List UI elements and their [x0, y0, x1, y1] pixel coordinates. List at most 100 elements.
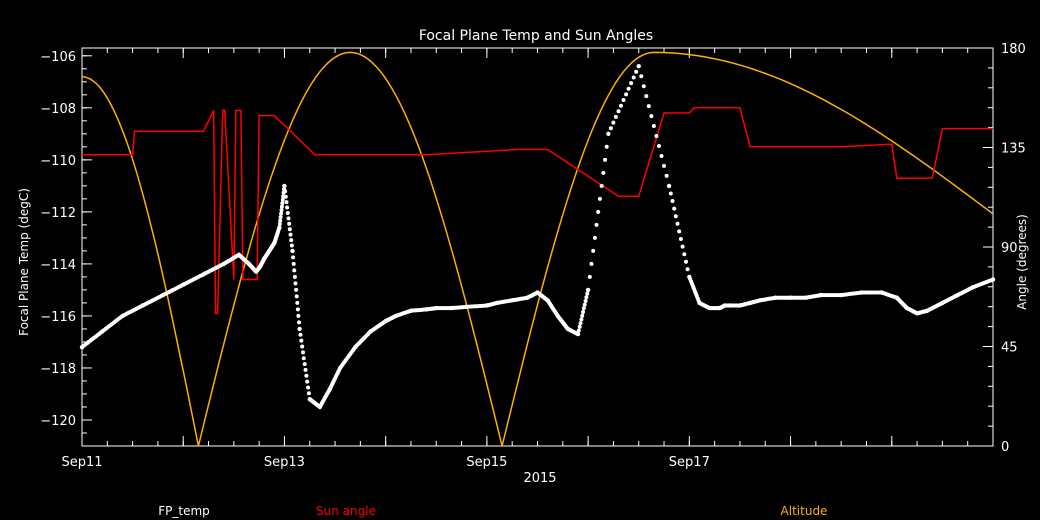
x-tick-label: Sep15: [466, 455, 507, 470]
fp-temp-marker: [291, 261, 296, 266]
fp-temp-point: [606, 131, 611, 136]
fp-temp-marker: [649, 114, 654, 119]
y-left-tick-label: −114: [40, 258, 76, 273]
altitude-series: [81, 51, 994, 447]
y-left-ticks: −120 −118 −116 −114 −112 −110 −108 −106: [40, 50, 92, 447]
x-tick-label: Sep11: [61, 455, 102, 470]
fp-temp-marker: [662, 163, 666, 168]
fp-temp-marker: [608, 126, 613, 131]
fp-temp-marker: [299, 338, 304, 343]
fp-temp-marker: [296, 313, 301, 318]
x-ticks: Sep11 Sep13 Sep15 Sep17: [61, 48, 994, 470]
fp-temp-marker: [278, 215, 283, 220]
y-left-tick-label: −110: [40, 154, 76, 169]
fp-temp-marker: [581, 306, 586, 311]
fp-temp-marker: [288, 232, 293, 237]
y-right-tick-label: 45: [1001, 341, 1018, 356]
fp-temp-marker: [581, 310, 585, 314]
fp-temp-marker: [305, 379, 310, 384]
y-left-tick-label: −120: [40, 414, 76, 429]
fp-temp-marker: [283, 189, 288, 194]
x-tick-label: Sep17: [669, 455, 710, 470]
fp-temp-marker: [591, 248, 596, 253]
fp-temp-series: [79, 63, 996, 410]
fp-temp-marker: [592, 235, 597, 240]
fp-temp-point: [990, 277, 996, 282]
y-left-tick-label: −112: [40, 206, 76, 221]
fp-temp-marker: [301, 350, 305, 355]
y-right-tick-label: 0: [1001, 440, 1009, 455]
fp-temp-marker: [294, 287, 299, 292]
fp-temp-point: [297, 326, 302, 332]
fp-temp-marker: [639, 74, 644, 79]
fp-temp-marker: [302, 362, 307, 367]
fp-temp-marker: [285, 205, 290, 210]
fp-temp-marker: [306, 385, 311, 390]
fp-temp-marker: [631, 75, 636, 80]
y-right-axis-label: Angle (degrees): [1015, 214, 1029, 310]
fp-temp-marker: [277, 222, 282, 226]
fp-temp-marker: [298, 332, 303, 337]
fp-temp-marker: [280, 197, 285, 202]
y-right-tick-label: 135: [1001, 142, 1026, 157]
fp-temp-point: [290, 248, 295, 254]
y-left-axis-label: Focal Plane Temp (degC): [17, 188, 31, 336]
fp-temp-marker: [584, 295, 589, 300]
fp-temp-marker: [678, 237, 683, 241]
x-tick-label: Sep13: [264, 455, 305, 470]
y-left-tick-label: −108: [40, 102, 76, 117]
y-left-tick-label: −116: [40, 310, 76, 325]
fp-temp-marker: [673, 214, 678, 219]
sun-angle-line: [82, 107, 993, 315]
fp-temp-marker: [589, 261, 594, 266]
fp-temp-point: [585, 287, 591, 293]
fp-temp-marker: [597, 196, 602, 201]
fp-temp-marker: [300, 344, 305, 349]
altitude-line: [81, 51, 994, 447]
fp-temp-marker: [585, 291, 590, 296]
fp-temp-marker: [685, 267, 690, 272]
y-left-tick-label: −106: [40, 50, 76, 65]
fp-temp-marker: [613, 114, 618, 119]
fp-temp-marker: [303, 367, 308, 372]
fp-temp-marker: [616, 109, 621, 114]
fp-temp-marker: [646, 104, 651, 109]
fp-temp-marker: [664, 173, 669, 178]
fp-temp-marker: [291, 255, 296, 260]
fp-temp-point: [575, 331, 581, 337]
legend-sun-angle: Sun angle: [316, 504, 376, 518]
fp-temp-marker: [654, 134, 659, 138]
fp-temp-marker: [651, 124, 656, 128]
fp-temp-marker: [684, 259, 688, 264]
fp-temp-marker: [657, 144, 661, 148]
fp-temp-marker: [583, 299, 588, 303]
fp-temp-point: [277, 225, 282, 230]
fp-temp-marker: [675, 221, 680, 226]
chart-title: Focal Plane Temp and Sun Angles: [419, 28, 653, 44]
fp-temp-marker: [289, 243, 294, 248]
fp-temp-marker: [680, 244, 685, 249]
fp-temp-marker: [294, 294, 299, 299]
y-right-tick-label: 180: [1001, 42, 1026, 57]
fp-temp-marker: [629, 81, 634, 86]
fp-temp-marker: [579, 317, 584, 322]
fp-temp-marker: [641, 84, 646, 89]
fp-temp-marker: [301, 356, 306, 361]
fp-temp-marker: [626, 86, 631, 91]
fp-temp-marker: [293, 281, 298, 286]
fp-temp-marker: [594, 222, 599, 227]
fp-temp-marker: [619, 103, 623, 108]
fp-temp-marker: [283, 194, 288, 199]
y-right-tick-label: 90: [1001, 241, 1018, 256]
fp-temp-marker: [644, 94, 649, 99]
fp-temp-marker: [289, 238, 294, 243]
fp-temp-marker: [279, 208, 284, 213]
fp-temp-marker: [596, 209, 601, 214]
fp-temp-marker: [677, 229, 682, 234]
fp-temp-marker: [580, 313, 585, 318]
fp-temp-marker: [659, 154, 664, 158]
fp-temp-marker: [284, 200, 289, 205]
fp-temp-marker: [634, 69, 639, 74]
